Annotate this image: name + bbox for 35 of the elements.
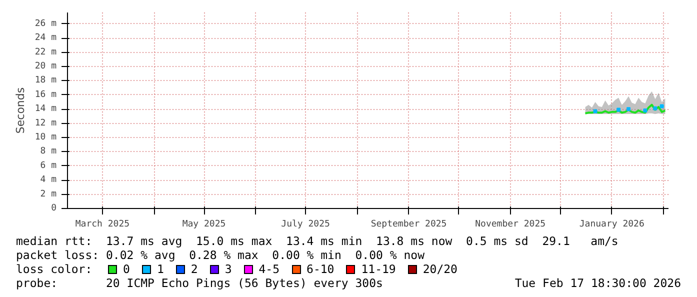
legend-label: 20/20	[422, 262, 458, 276]
y-tick-label: 20 m	[34, 61, 57, 72]
legend-title: loss color:	[16, 262, 94, 276]
legend-label: 2	[190, 262, 198, 276]
legend-label: 11-19	[361, 262, 396, 276]
y-tick-label: 4 m	[40, 175, 57, 186]
y-tick-label: 14 m	[34, 104, 57, 114]
legend-label: 4-5	[258, 262, 280, 276]
x-tick-label: March 2025	[75, 220, 130, 230]
text: packet loss: 0.02 % avg 0.28 % max 0.00 % min 0.00 % now	[16, 248, 426, 262]
x-tick-label: July 2025	[281, 220, 330, 230]
y-tick-label: 8 m	[40, 146, 57, 157]
y-tick-label: 26 m	[34, 18, 57, 29]
text: Tue Feb 17 18:30:00 2026	[514, 276, 681, 290]
y-tick-label: 2 m	[40, 189, 57, 200]
text: probe: 20 ICMP Echo Pings (56 Bytes) every 300s	[16, 276, 383, 290]
line-series	[584, 104, 666, 114]
x-tick-label: September 2025	[370, 220, 447, 230]
legend-label: 3	[224, 262, 232, 276]
text: median rtt: 13.7 ms avg 15.0 ms max 13.4 ms min 13.8 ms now 0.5 ms sd 29.1 am/s	[16, 234, 620, 248]
y-tick-label: 0	[51, 204, 57, 214]
y-tick-label: 24 m	[34, 33, 57, 44]
y-tick-label: 22 m	[34, 47, 57, 58]
y-tick-label: 10 m	[34, 132, 57, 142]
legend-label: 0	[123, 262, 130, 276]
x-tick-label: January 2026	[579, 220, 644, 230]
y-tick-label: 16 m	[34, 90, 57, 100]
legend-label: 1	[156, 262, 164, 276]
x-tick-label: November 2025	[475, 220, 546, 230]
y-tick-label: 18 m	[34, 76, 57, 86]
y-axis-title: Seconds	[14, 87, 27, 134]
x-tick-label: May 2025	[182, 220, 226, 230]
y-tick-label: 6 m	[40, 160, 57, 171]
legend-label: 6-10	[306, 262, 334, 276]
y-tick-label: 12 m	[34, 118, 57, 128]
